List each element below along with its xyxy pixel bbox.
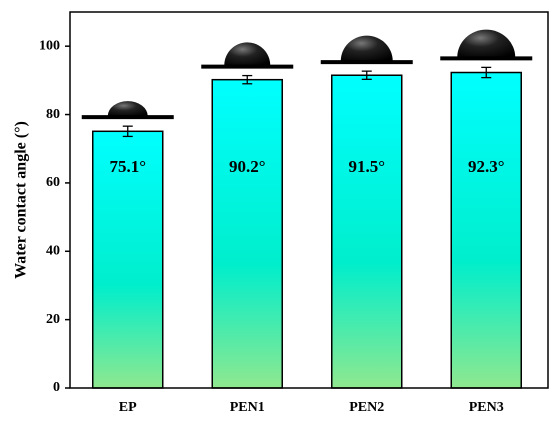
y-axis-label: Water contact angle (°): [13, 121, 30, 279]
x-tick-label: PEN1: [230, 400, 265, 415]
plot-frame: [69, 11, 549, 389]
y-tick-label: 60: [46, 175, 60, 190]
y-tick-label: 40: [46, 243, 60, 258]
value-label: 91.5°: [348, 157, 385, 176]
bar: [450, 71, 522, 389]
droplet: [340, 35, 393, 62]
y-tick-label: 20: [46, 312, 60, 327]
bar: [331, 74, 403, 389]
droplet: [457, 29, 516, 58]
error-bar: [242, 74, 253, 85]
y-tick-label: 0: [53, 380, 60, 395]
x-tick-label: EP: [119, 400, 137, 415]
error-bar: [481, 66, 492, 79]
y-tick-label: 100: [39, 38, 60, 53]
x-tick-label: PEN3: [469, 400, 504, 415]
droplet: [107, 101, 148, 117]
bar: [211, 78, 283, 389]
value-label: 92.3°: [468, 157, 505, 176]
error-bar: [122, 125, 133, 138]
error-bar: [361, 70, 372, 80]
y-tick-label: 80: [46, 107, 60, 122]
value-label: 90.2°: [229, 157, 266, 176]
value-label: 75.1°: [109, 157, 146, 176]
x-tick-label: PEN2: [349, 400, 384, 415]
droplet: [224, 42, 271, 66]
